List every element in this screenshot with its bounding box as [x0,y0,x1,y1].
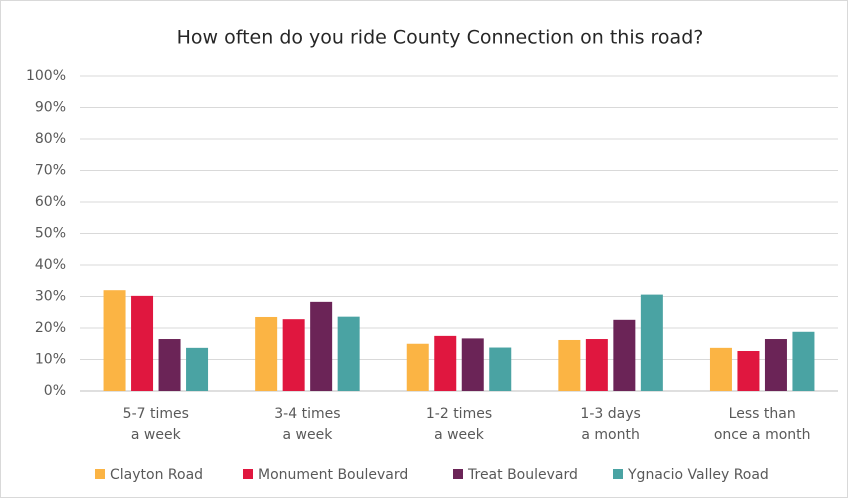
x-tick-label: a week [282,427,333,443]
x-tick-label: a week [131,427,182,443]
y-tick-label: 70% [35,163,66,179]
legend-label: Monument Boulevard [258,467,408,483]
legend-label: Clayton Road [110,467,203,483]
x-tick-label: 1-2 times [426,406,492,422]
bar [434,335,457,391]
x-tick-label: Less than [729,406,796,422]
bar [792,331,815,391]
y-tick-label: 20% [35,320,66,336]
legend-swatch [613,469,623,479]
legend-label: Ygnacio Valley Road [627,467,769,483]
bar [282,319,305,391]
bar [737,350,760,391]
x-tick-label: a month [581,427,639,443]
bar [558,339,581,391]
y-tick-label: 100% [26,68,66,84]
bar [186,347,209,391]
y-tick-label: 90% [35,100,66,116]
chart-title: How often do you ride County Connection … [177,27,704,49]
bar [585,339,608,391]
y-tick-label: 40% [35,257,66,273]
y-tick-label: 80% [35,131,66,147]
y-tick-label: 0% [44,383,66,399]
bar [709,347,732,391]
bar [640,294,663,391]
legend-swatch [453,469,463,479]
legend-swatch [95,469,105,479]
bar [310,301,333,391]
bar [613,319,636,391]
bar [461,338,484,391]
bar [158,339,181,391]
bar [489,347,512,391]
bar [103,290,126,391]
bar [337,316,360,391]
y-tick-label: 60% [35,194,66,210]
x-tick-label: 5-7 times [123,406,189,422]
y-tick-label: 10% [35,352,66,368]
legend-swatch [243,469,253,479]
x-tick-label: once a month [714,427,811,443]
bar [764,339,787,391]
legend-label: Treat Boulevard [467,467,578,483]
x-tick-label: a week [434,427,485,443]
x-tick-label: 1-3 days [580,406,640,422]
y-tick-label: 30% [35,289,66,305]
bar [255,316,278,391]
bar [406,343,429,391]
bar [131,295,154,391]
y-tick-label: 50% [35,226,66,242]
x-tick-label: 3-4 times [274,406,340,422]
